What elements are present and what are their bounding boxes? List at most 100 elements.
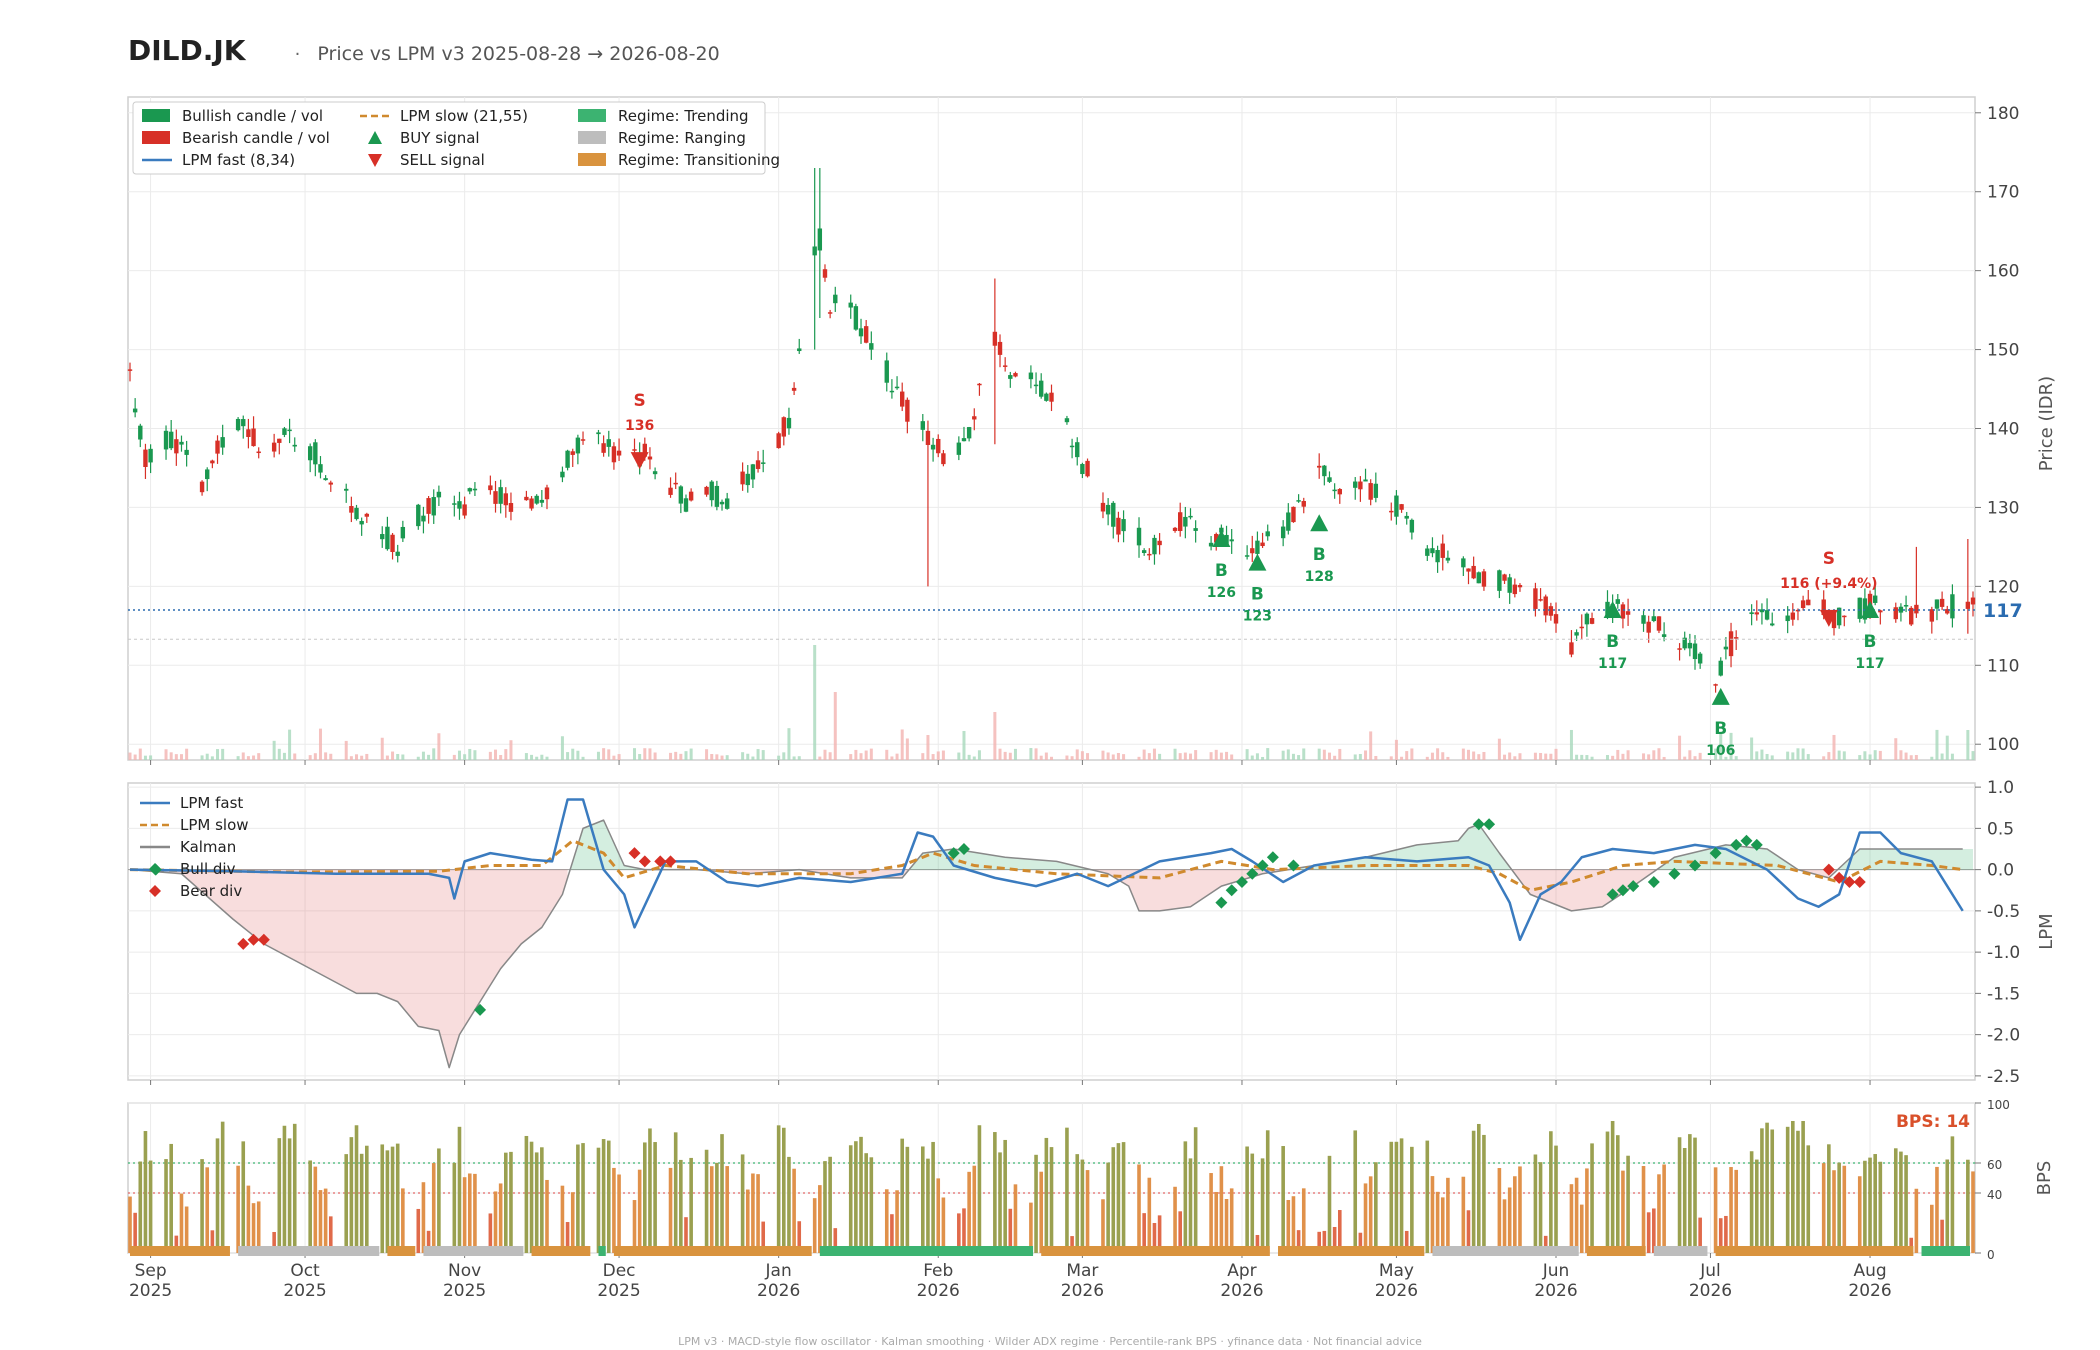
volume-bar (1616, 749, 1620, 760)
legend-label: LPM fast (8,34) (182, 151, 295, 169)
candle-body (1430, 548, 1435, 554)
volume-bar (149, 755, 153, 760)
sell-signal-price: 116 (+9.4%) (1780, 576, 1877, 592)
buy-signal-letter: B (1864, 632, 1877, 652)
bps-bar (416, 1208, 421, 1253)
bps-bar (823, 1161, 827, 1253)
lpm-ytick-label: -1.5 (1987, 984, 2020, 1004)
bps-bar (581, 1143, 585, 1253)
buy-signal-price: 128 (1305, 569, 1334, 585)
bps-bar (1250, 1153, 1255, 1253)
candle-body (1795, 609, 1801, 612)
volume-bar (468, 748, 472, 760)
volume-bar (1580, 754, 1584, 760)
volume-bar (236, 756, 240, 760)
candle-body (1337, 489, 1342, 495)
x-year-label: 2025 (597, 1281, 640, 1301)
bull-div-marker (1235, 876, 1248, 888)
bps-bar (545, 1179, 549, 1253)
volume-bar (936, 751, 940, 760)
candle-body (966, 427, 972, 439)
candle-body (174, 439, 179, 454)
bps-bar (205, 1167, 210, 1253)
candle-body (776, 433, 781, 449)
bps-bar (328, 1216, 333, 1253)
bps-bar (1579, 1204, 1584, 1253)
bps-bar (1430, 1176, 1435, 1253)
bps-bar (1791, 1121, 1795, 1253)
volume-bar (457, 750, 461, 760)
bps-bar (782, 1127, 786, 1253)
volume-bar (164, 749, 168, 760)
candle-body (1641, 615, 1646, 624)
volume-bar (1611, 755, 1615, 760)
candle-body (1111, 502, 1116, 527)
volume-bar (1353, 754, 1357, 760)
candle-body (1749, 612, 1754, 615)
x-year-label: 2026 (1689, 1281, 1732, 1301)
bps-bar (1425, 1140, 1430, 1253)
volume-bar (1693, 756, 1697, 760)
lpm-ytick-label: -2.5 (1987, 1067, 2020, 1087)
candle-body (1471, 565, 1476, 579)
candle-body (827, 312, 833, 314)
volume-bar (741, 752, 745, 760)
candle-body (1517, 585, 1523, 588)
bps-bar (1065, 1127, 1069, 1253)
candle-body (498, 487, 503, 504)
regime-segment (819, 1246, 1034, 1256)
buy-signal-marker (1711, 687, 1730, 705)
volume-bar (391, 751, 395, 760)
volume-bar (1003, 751, 1007, 760)
candle-body (936, 438, 941, 454)
legend-swatch (578, 109, 606, 122)
volume-bar (1842, 751, 1846, 760)
kalman-negative-fill (132, 869, 568, 1068)
price-legend: Bullish candle / vol Bearish candle / vol… (132, 101, 780, 175)
bull-div-marker (1740, 834, 1753, 847)
volume-bar (1878, 750, 1882, 760)
regime-segment (1921, 1246, 1970, 1256)
bps-bar (287, 1138, 292, 1253)
bps-bar (1950, 1136, 1955, 1253)
candle-body (1651, 616, 1657, 622)
candle-body (1733, 637, 1739, 639)
x-year-label: 2026 (1375, 1281, 1418, 1301)
volume-bar (560, 736, 564, 760)
volume-bar (288, 729, 292, 760)
candle-body (1332, 489, 1337, 492)
bps-bar (1621, 1170, 1625, 1253)
candle-body (1893, 607, 1898, 620)
bps-bar (1538, 1162, 1543, 1253)
candle-body (1677, 648, 1682, 650)
volume-bar (1219, 752, 1223, 760)
bps-bar (504, 1152, 508, 1253)
bull-div-marker (1483, 818, 1496, 831)
volume-bar (1075, 749, 1079, 760)
volume-bar (1477, 754, 1481, 760)
candle-body (1543, 596, 1548, 616)
x-year-label: 2026 (1061, 1281, 1104, 1301)
candle-body (416, 504, 421, 527)
candle-body (1466, 568, 1471, 572)
volume-bar (1080, 751, 1084, 760)
bps-bar (1662, 1164, 1666, 1253)
volume-bar (921, 753, 925, 760)
bps-bar (1605, 1131, 1610, 1253)
bps-bar (1075, 1154, 1080, 1253)
bps-bar (756, 1174, 760, 1253)
bps-bar (993, 1132, 997, 1253)
volume-bar (185, 748, 189, 760)
volume-bar (1405, 751, 1409, 760)
volume-bar (1044, 752, 1048, 760)
bps-bar (1693, 1137, 1697, 1253)
volume-bar (1554, 748, 1558, 760)
candle-body (1255, 540, 1260, 554)
bull-div-marker (1225, 884, 1238, 897)
candle-body (1615, 599, 1620, 604)
volume-bar (612, 755, 616, 760)
volume-bar (1935, 729, 1939, 760)
bps-bar (1657, 1174, 1661, 1253)
bull-div-marker (1266, 851, 1279, 864)
